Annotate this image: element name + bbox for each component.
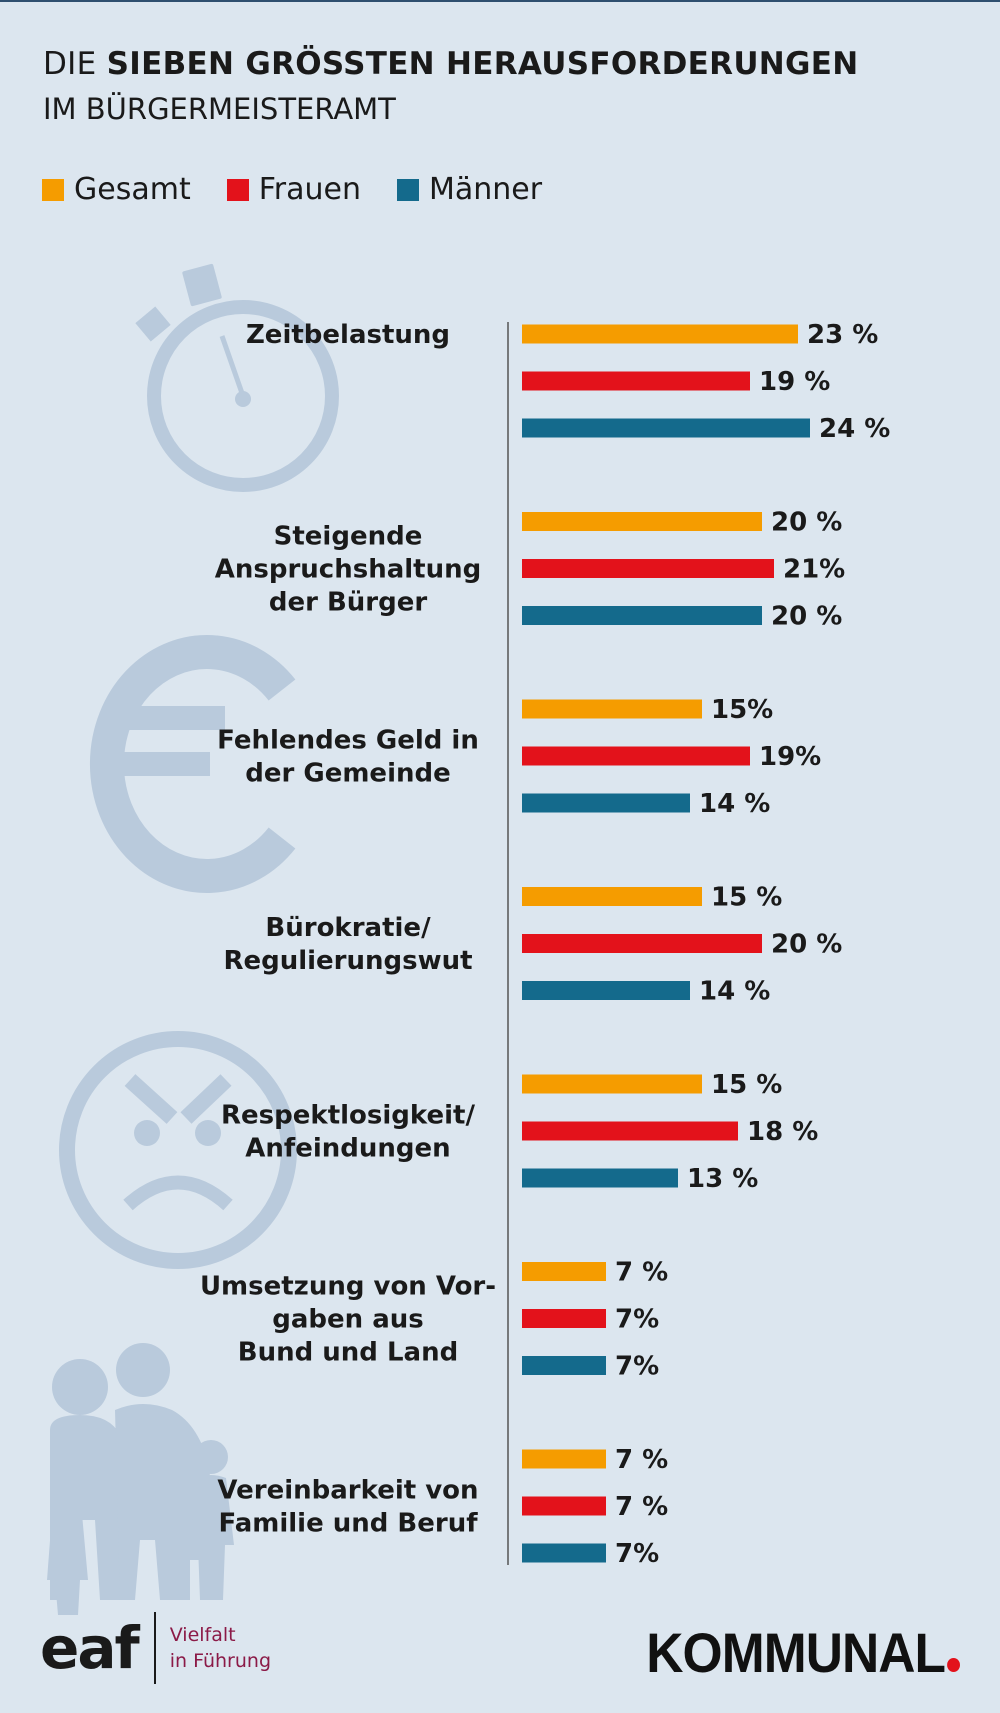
legend-item-gesamt: Gesamt	[42, 172, 191, 207]
legend-item-frauen: Frauen	[226, 172, 361, 207]
bar-gesamt-6	[522, 1449, 606, 1469]
category-label-line: Anfeindungen	[245, 1134, 450, 1164]
category-label-line: Respektlosigkeit/	[221, 1101, 475, 1131]
page-subtitle: IM BÜRGERMEISTERAMT	[43, 92, 396, 126]
value-label-maenner-2: 14 %	[699, 789, 770, 819]
title-bold: SIEBEN GRÖSSTEN HERAUSFORDERUNGEN	[106, 46, 859, 82]
bar-maenner-6	[522, 1543, 606, 1563]
eaf-tagline-1: Vielfalt	[169, 1624, 236, 1646]
kommunal-dot-icon	[947, 1658, 960, 1672]
category-label-line: der Bürger	[269, 588, 428, 618]
category-label-0: Zeitbelastung	[246, 320, 450, 350]
value-label-frauen-2: 19%	[759, 742, 821, 772]
value-label-frauen-4: 18 %	[747, 1117, 818, 1147]
bar-maenner-3	[522, 981, 690, 1000]
bar-frauen-6	[522, 1496, 606, 1516]
title-prefix: DIE	[43, 46, 107, 82]
value-label-gesamt-1: 20 %	[771, 508, 842, 538]
top-rule	[0, 0, 1000, 2]
category-label-line: Steigende	[274, 522, 423, 552]
value-label-gesamt-2: 15%	[711, 695, 773, 725]
category-label-line: Umsetzung von Vor-	[200, 1272, 496, 1302]
category-label-line: der Gemeinde	[245, 759, 451, 789]
value-label-frauen-6: 7 %	[615, 1492, 668, 1522]
value-label-frauen-1: 21%	[783, 555, 845, 585]
bar-frauen-0	[522, 371, 750, 391]
background-icons	[47, 263, 339, 1615]
value-label-maenner-3: 14 %	[699, 977, 770, 1007]
bar-maenner-2	[522, 793, 690, 813]
legend-swatch-gesamt	[42, 178, 64, 201]
category-label-line: Anspruchshaltung	[215, 555, 481, 585]
category-label-line: Vereinbarkeit von	[217, 1476, 478, 1506]
value-label-frauen-3: 20 %	[771, 930, 842, 960]
eaf-tagline: Vielfalt in Führung	[170, 1622, 271, 1674]
value-label-gesamt-0: 23 %	[807, 320, 878, 350]
eaf-logo: eaf	[40, 1614, 140, 1682]
bar-maenner-0	[522, 418, 810, 438]
category-label-5: Umsetzung von Vor-gaben aus Bund und Land	[200, 1272, 496, 1368]
euro-icon	[89, 635, 296, 893]
category-label-line: Bund und Land	[238, 1338, 458, 1368]
category-label-1: Steigende Anspruchshaltung der Bürger	[215, 522, 481, 618]
bar-gesamt-1	[522, 512, 762, 531]
value-label-frauen-0: 19 %	[759, 367, 830, 397]
value-label-gesamt-6: 7 %	[615, 1445, 668, 1475]
bar-frauen-2	[522, 746, 750, 766]
bar-maenner-4	[522, 1168, 678, 1188]
legend-label-gesamt: Gesamt	[74, 172, 191, 207]
kommunal-text: KOMMUNAL	[646, 1621, 946, 1684]
angry-face-icon	[59, 1031, 297, 1269]
category-label-line: Familie und Beruf	[218, 1509, 478, 1539]
value-label-frauen-5: 7%	[615, 1305, 659, 1335]
bar-maenner-5	[522, 1356, 606, 1375]
bar-frauen-5	[522, 1309, 606, 1328]
category-label-4: Respektlosigkeit/Anfeindungen	[221, 1101, 475, 1164]
legend-label-maenner: Männer	[429, 172, 543, 207]
bar-gesamt-4	[522, 1074, 702, 1094]
value-label-maenner-6: 7%	[615, 1539, 659, 1569]
category-label-line: Bürokratie/	[265, 913, 431, 943]
eaf-divider	[153, 1612, 156, 1684]
category-label-line: Fehlendes Geld in	[217, 726, 479, 756]
value-label-maenner-0: 24 %	[819, 414, 890, 444]
category-label-line: Regulierungswut	[223, 946, 472, 976]
bar-gesamt-3	[522, 887, 702, 906]
chart-legend: Gesamt Frauen Männer	[42, 172, 578, 207]
stopwatch-icon	[135, 263, 339, 492]
bars-layer: 23 % 19 % 24 % 20 % 21% 20 % 15% 19% 14 % 15 % 20 …	[522, 320, 890, 1569]
bar-gesamt-2	[522, 699, 702, 719]
value-label-gesamt-5: 7 %	[615, 1258, 668, 1288]
kommunal-logo: KOMMUNAL	[646, 1620, 960, 1685]
bar-frauen-1	[522, 559, 774, 578]
bar-gesamt-5	[522, 1262, 606, 1281]
category-label-line: Zeitbelastung	[246, 320, 450, 350]
value-label-maenner-4: 13 %	[687, 1164, 758, 1194]
bar-frauen-4	[522, 1121, 738, 1141]
page-title: DIE SIEBEN GRÖSSTEN HERAUSFORDERUNGEN	[43, 46, 859, 82]
value-label-maenner-5: 7%	[615, 1352, 659, 1382]
family-icon	[47, 1343, 234, 1615]
value-label-gesamt-3: 15 %	[711, 883, 782, 913]
eaf-branding: eaf Vielfalt in Führung	[40, 1612, 271, 1684]
category-label-2: Fehlendes Geld in der Gemeinde	[217, 726, 479, 789]
legend-label-frauen: Frauen	[258, 172, 361, 207]
bar-gesamt-0	[522, 324, 798, 344]
category-label-3: Bürokratie/Regulierungswut	[223, 913, 472, 976]
category-label-6: Vereinbarkeit von Familie und Beruf	[217, 1476, 478, 1539]
eaf-tagline-2: in Führung	[169, 1650, 272, 1672]
value-label-gesamt-4: 15 %	[711, 1070, 782, 1100]
legend-item-maenner: Männer	[397, 172, 542, 207]
category-label-line: gaben aus	[272, 1305, 424, 1335]
legend-swatch-frauen	[226, 178, 249, 201]
bar-maenner-1	[522, 606, 762, 625]
bar-frauen-3	[522, 934, 762, 953]
value-label-maenner-1: 20 %	[771, 602, 842, 632]
legend-swatch-maenner	[397, 178, 419, 201]
